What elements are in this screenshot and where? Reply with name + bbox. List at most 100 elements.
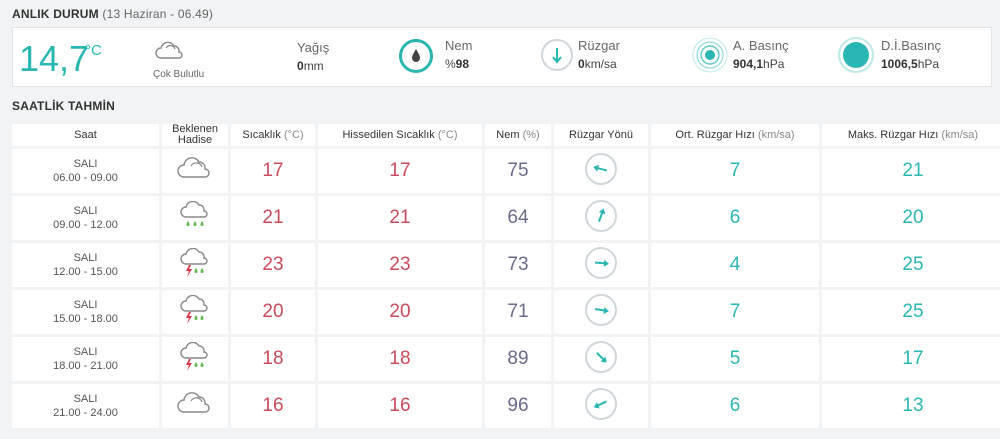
time-cell: SALI 15.00 - 18.00 — [12, 290, 159, 334]
avg-wind-cell: 6 — [651, 196, 819, 240]
rain-cloud-icon — [179, 200, 211, 235]
direction-cell — [554, 384, 648, 428]
humidity-cell: 71 — [485, 290, 551, 334]
wind-value: 0km/sa — [578, 57, 617, 71]
header-direction: Rüzgar Yönü — [554, 124, 648, 146]
current-temperature: 14,7 — [19, 38, 90, 79]
pressure-icon — [691, 36, 729, 79]
wind-direction-arrow-icon — [585, 387, 617, 420]
humidity-value: %98 — [445, 57, 470, 71]
rain-value: 0mm — [297, 59, 324, 73]
avg-wind-cell: 5 — [651, 337, 819, 381]
feels-cell: 20 — [318, 290, 482, 334]
temp-cell: 23 — [231, 243, 315, 287]
current-conditions-panel: 14,7 °C Çok Bulutlu Yağış 0mm Nem %98 Rü… — [12, 27, 992, 87]
time-cell: SALI 06.00 - 09.00 — [12, 149, 159, 193]
max-wind-cell: 17 — [822, 337, 1000, 381]
temp-cell: 16 — [231, 384, 315, 428]
wind-label: Rüzgar — [578, 38, 620, 53]
temperature-unit: °C — [85, 42, 102, 59]
current-condition: Çok Bulutlu — [153, 69, 205, 80]
header-avg-wind: Ort. Rüzgar Hızı (km/sa) — [651, 124, 819, 146]
wind-direction-arrow-icon — [585, 199, 617, 232]
temp-cell: 20 — [231, 290, 315, 334]
max-wind-cell: 20 — [822, 196, 1000, 240]
humidity-cell: 64 — [485, 196, 551, 240]
direction-cell — [554, 337, 648, 381]
temp-cell: 21 — [231, 196, 315, 240]
header-feels: Hissedilen Sıcaklık (°C) — [318, 124, 482, 146]
temp-cell: 17 — [231, 149, 315, 193]
direction-cell — [554, 243, 648, 287]
thunder-rain-icon — [179, 341, 211, 376]
pressure-value: 904,1hPa — [733, 57, 785, 71]
wind-direction-arrow-icon — [585, 246, 617, 279]
event-cell — [162, 337, 228, 381]
avg-wind-cell: 6 — [651, 384, 819, 428]
header-event: Beklenen Hadise — [162, 124, 228, 146]
humidity-label: Nem — [445, 38, 473, 53]
event-cell — [162, 196, 228, 240]
feels-cell: 17 — [318, 149, 482, 193]
table-row: SALI 06.00 - 09.00 17 17 75 7 21 — [12, 149, 1000, 193]
feels-cell: 23 — [318, 243, 482, 287]
max-wind-cell: 13 — [822, 384, 1000, 428]
avg-wind-cell: 4 — [651, 243, 819, 287]
humidity-cell: 96 — [485, 384, 551, 428]
wind-direction-arrow-icon — [585, 152, 617, 185]
max-wind-cell: 21 — [822, 149, 1000, 193]
thunder-rain-icon — [179, 247, 211, 282]
humidity-drop-icon — [399, 39, 433, 73]
cloud-icon — [175, 391, 215, 420]
event-cell — [162, 384, 228, 428]
avg-wind-cell: 7 — [651, 149, 819, 193]
wind-metric: Rüzgar 0km/sa — [541, 28, 651, 88]
humidity-cell: 89 — [485, 337, 551, 381]
time-cell: SALI 18.00 - 21.00 — [12, 337, 159, 381]
pressure-metric: A. Basınç 904,1hPa — [691, 28, 821, 88]
humidity-cell: 73 — [485, 243, 551, 287]
thunder-rain-icon — [179, 294, 211, 329]
table-row: SALI 21.00 - 24.00 16 16 96 6 13 — [12, 384, 1000, 428]
feels-cell: 18 — [318, 337, 482, 381]
header-time: Saat — [12, 124, 159, 146]
pressure-label: A. Basınç — [733, 38, 789, 53]
header-humidity: Nem (%) — [485, 124, 551, 146]
sea-pressure-metric: D.İ.Basınç 1006,5hPa — [837, 28, 987, 88]
wind-direction-arrow-icon — [585, 340, 617, 373]
table-row: SALI 12.00 - 15.00 23 23 73 4 25 — [12, 243, 1000, 287]
humidity-cell: 75 — [485, 149, 551, 193]
table-row: SALI 18.00 - 21.00 18 18 89 5 17 — [12, 337, 1000, 381]
event-cell — [162, 290, 228, 334]
hourly-forecast-title: SAATLİK TAHMİN — [12, 99, 116, 113]
max-wind-cell: 25 — [822, 290, 1000, 334]
avg-wind-cell: 7 — [651, 290, 819, 334]
cloud-icon — [175, 156, 215, 185]
max-wind-cell: 25 — [822, 243, 1000, 287]
time-cell: SALI 12.00 - 15.00 — [12, 243, 159, 287]
direction-cell — [554, 290, 648, 334]
event-cell — [162, 243, 228, 287]
feels-cell: 16 — [318, 384, 482, 428]
table-row: SALI 09.00 - 12.00 21 21 64 6 20 — [12, 196, 1000, 240]
direction-cell — [554, 196, 648, 240]
sea-pressure-label: D.İ.Basınç — [881, 38, 941, 53]
hourly-forecast-table: Saat Beklenen Hadise Sıcaklık (°C) Hissed… — [9, 121, 1000, 431]
table-row: SALI 15.00 - 18.00 20 20 71 7 25 — [12, 290, 1000, 334]
wind-direction-icon — [541, 39, 573, 71]
table-header-row: Saat Beklenen Hadise Sıcaklık (°C) Hissed… — [12, 124, 1000, 146]
sea-pressure-value: 1006,5hPa — [881, 57, 940, 71]
direction-cell — [554, 149, 648, 193]
temp-cell: 18 — [231, 337, 315, 381]
event-cell — [162, 149, 228, 193]
header-max-wind: Maks. Rüzgar Hızı (km/sa) — [822, 124, 1000, 146]
time-cell: SALI 09.00 - 12.00 — [12, 196, 159, 240]
current-conditions-title: ANLIK DURUM (13 Haziran - 06.49) — [12, 7, 213, 21]
current-title-text: ANLIK DURUM — [12, 7, 99, 21]
sea-pressure-icon — [837, 36, 875, 79]
current-timestamp: (13 Haziran - 06.49) — [102, 7, 214, 21]
cloud-icon — [153, 40, 185, 67]
wind-direction-arrow-icon — [585, 293, 617, 326]
rain-label: Yağış — [297, 40, 330, 55]
rain-metric: Yağış 0mm — [293, 28, 373, 88]
